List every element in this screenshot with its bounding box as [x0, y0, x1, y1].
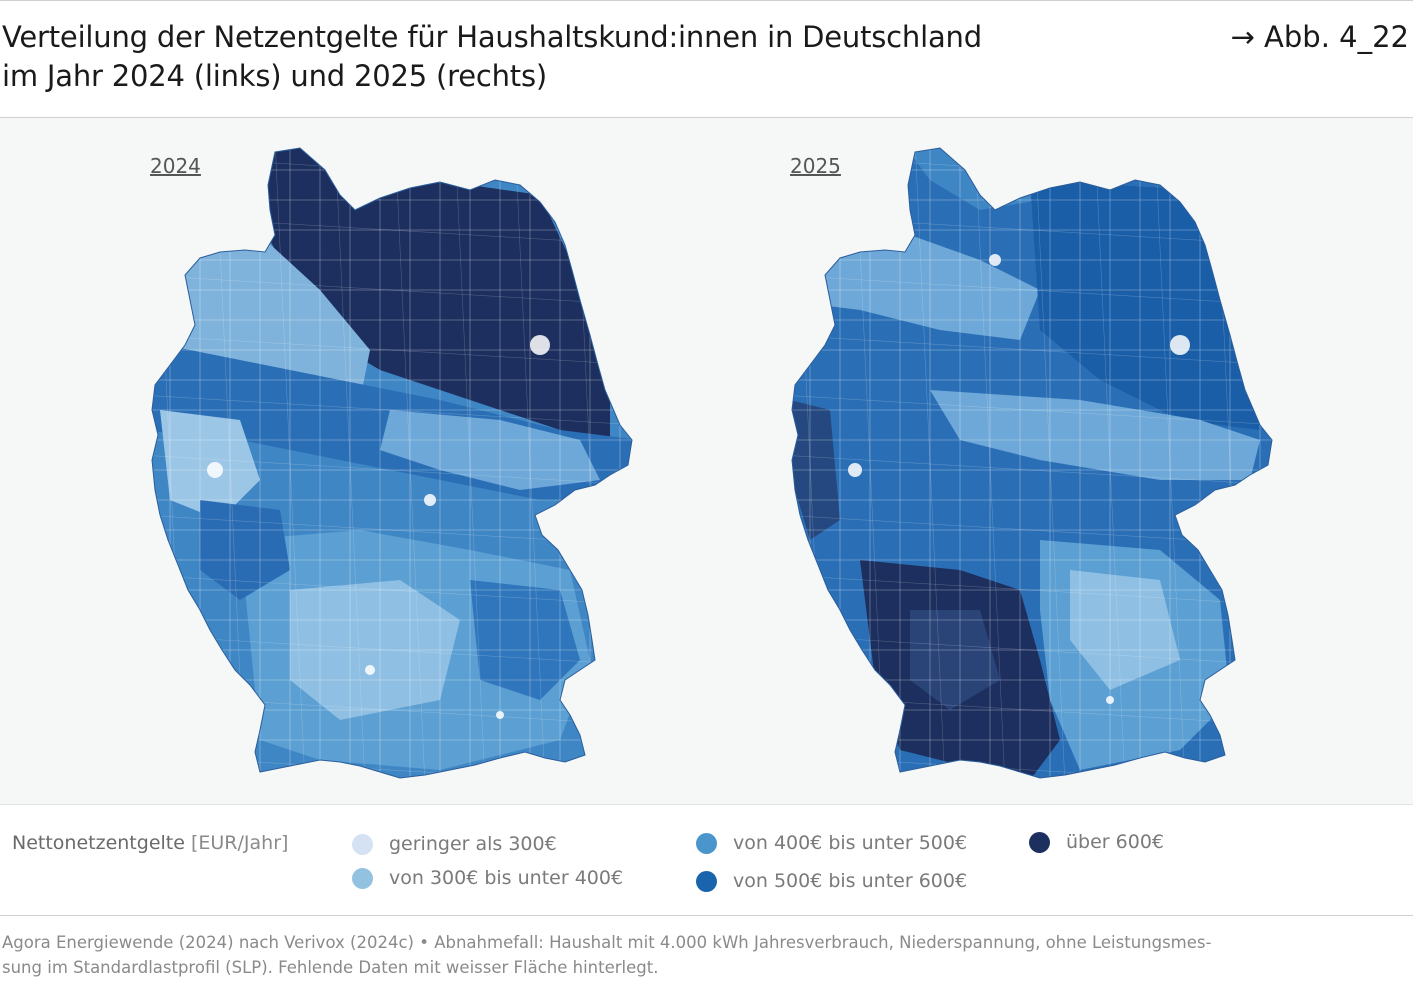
year-label-2025: 2025	[790, 154, 841, 178]
legend-label: von 400€ bis unter 500€	[733, 832, 968, 854]
legend-item-below-300: geringer als 300€	[352, 833, 557, 855]
source-line-2: sung im Standardlastprofil (SLP). Fehlen…	[2, 958, 659, 977]
germany-map-2025	[791, 147, 1273, 779]
title-divider	[0, 117, 1413, 118]
legend-title-text: Nettonetzentgelte	[12, 832, 185, 854]
map-divider	[0, 804, 1413, 805]
page-title: Verteilung der Netzentgelte für Haushalt…	[2, 18, 1102, 96]
legend-label: von 500€ bis unter 600€	[733, 870, 968, 892]
legend-swatch-below-300	[352, 833, 373, 855]
legend-swatch-500-600	[696, 870, 717, 892]
year-label-2024: 2024	[150, 154, 201, 178]
source-divider	[0, 915, 1413, 916]
legend-title: Nettonetzentgelte [EUR/Jahr]	[12, 832, 288, 854]
germany-map-2024	[151, 147, 633, 779]
source-line-1: Agora Energiewende (2024) nach Verivox (…	[2, 933, 1212, 952]
title-line-2: im Jahr 2024 (links) und 2025 (rechts)	[2, 59, 548, 93]
figure-reference: → Abb. 4_22	[1230, 20, 1409, 54]
legend-unit: [EUR/Jahr]	[190, 832, 289, 854]
legend-item-400-500: von 400€ bis unter 500€	[696, 832, 967, 854]
legend-item-above-600: über 600€	[1029, 831, 1164, 853]
legend-item-300-400: von 300€ bis unter 400€	[352, 867, 623, 889]
legend-swatch-above-600	[1029, 831, 1050, 853]
legend-label: über 600€	[1066, 831, 1164, 853]
legend-label: von 300€ bis unter 400€	[389, 867, 624, 889]
legend-swatch-400-500	[696, 832, 717, 854]
legend-swatch-300-400	[352, 867, 373, 889]
source-note: Agora Energiewende (2024) nach Verivox (…	[2, 930, 1402, 980]
title-line-1: Verteilung der Netzentgelte für Haushalt…	[2, 20, 982, 54]
top-rule	[0, 0, 1413, 1]
legend-item-500-600: von 500€ bis unter 600€	[696, 870, 967, 892]
legend-label: geringer als 300€	[389, 833, 557, 855]
